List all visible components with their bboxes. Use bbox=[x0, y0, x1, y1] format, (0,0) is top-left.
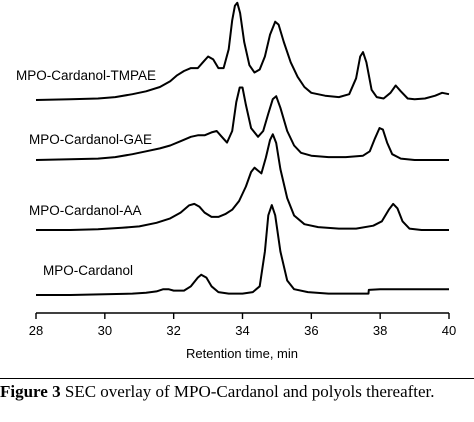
x-axis-title: Retention time, min bbox=[186, 346, 298, 361]
series-label-mpo-cardanol: MPO-Cardanol bbox=[43, 263, 133, 278]
trace-mpo-cardanol-tmpae bbox=[35, 1, 450, 101]
trace-mpo-cardanol-gae bbox=[35, 86, 449, 161]
x-axis-ticks: 28 30 32 34 36 38 40 bbox=[29, 313, 456, 338]
series-label-mpo-cardanol-gae: MPO-Cardanol-GAE bbox=[29, 132, 152, 147]
x-tick-label: 40 bbox=[442, 323, 456, 338]
series-labels: MPO-Cardanol-TMPAE MPO-Cardanol-GAE MPO-Ca… bbox=[16, 68, 156, 278]
caption-label: Figure 3 bbox=[0, 382, 61, 401]
x-tick-label: 30 bbox=[98, 323, 112, 338]
trace-mpo-cardanol-aa bbox=[36, 133, 449, 231]
chromatogram-traces bbox=[35, 1, 450, 296]
x-tick-label: 28 bbox=[29, 323, 43, 338]
trace-mpo-cardanol bbox=[36, 204, 449, 296]
x-tick-label: 34 bbox=[235, 323, 249, 338]
x-tick-label: 32 bbox=[166, 323, 180, 338]
sec-overlay-chart: MPO-Cardanol-TMPAE MPO-Cardanol-GAE MPO-Ca… bbox=[16, 1, 456, 361]
series-label-mpo-cardanol-tmpae: MPO-Cardanol-TMPAE bbox=[16, 68, 156, 83]
caption-text: SEC overlay of MPO-Cardanol and polyols … bbox=[64, 382, 435, 401]
x-tick-label: 36 bbox=[304, 323, 318, 338]
x-tick-label: 38 bbox=[373, 323, 387, 338]
figure-caption: Figure 3 SEC overlay of MPO-Cardanol and… bbox=[0, 378, 474, 402]
series-label-mpo-cardanol-aa: MPO-Cardanol-AA bbox=[29, 203, 142, 218]
